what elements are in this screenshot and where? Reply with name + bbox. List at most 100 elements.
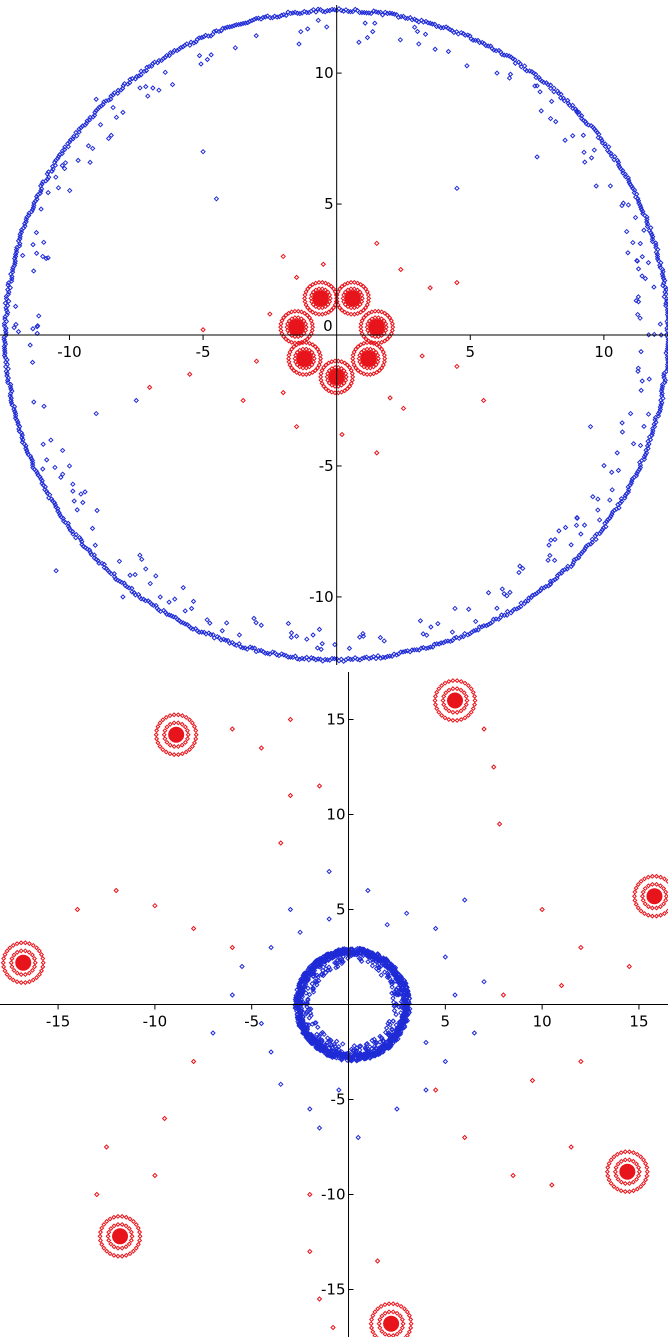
blue-ring-point [664,307,668,313]
red-cluster-ring-point [432,697,438,704]
blue-scatter-point [297,929,303,936]
blue-ring-point [533,74,539,81]
blue-ring-point [604,147,611,154]
blue-ring-inner-point [94,507,100,514]
red-cluster [278,308,316,346]
red-cluster-ring-point [133,1245,139,1251]
blue-ring-point [1,352,8,359]
red-cluster-ring-point [369,1325,375,1331]
blue-ring-point [436,641,442,647]
blue-ring-point [393,12,400,18]
red-scatter-point [387,395,393,401]
blue-ring-inner-point [357,1043,364,1049]
red-cluster-inner-point [32,960,38,966]
blue-ring-point [101,99,107,105]
blue-ring-point [608,153,615,159]
red-cluster-ring-point [104,1218,110,1224]
blue-ring-point [4,370,10,377]
blue-ring-inner-point [162,69,168,76]
blue-ring-inner-point [381,638,387,644]
red-cluster-ring-point [316,362,322,368]
blue-ring-inner-point [360,630,366,637]
red-cluster-inner-point [286,318,292,324]
red-cluster-ring-point [40,964,46,970]
blue-ring-inner-point [578,531,584,537]
y-tick-label: 15 [326,711,345,729]
red-cluster-inner-point [179,721,185,727]
red-cluster-inner-point [329,382,335,388]
red-scatter-point [316,1296,323,1302]
red-cluster-ring-point [287,349,293,355]
red-cluster-ring-point [382,338,388,344]
blue-ring-point [554,88,561,94]
red-cluster-ring-point [7,945,13,951]
red-cluster-ring-point [323,311,329,317]
blue-ring-point [400,649,406,655]
red-cluster-ring-point [363,286,369,292]
blue-ring-inner-point [11,324,17,331]
blue-ring-point [53,157,59,164]
blue-ring-inner-point [320,967,326,974]
blue-ring-inner-point [507,71,514,77]
red-cluster-ring-point [654,873,660,879]
blue-ring-point [67,527,74,533]
red-cluster-inner-point [359,295,365,301]
blue-ring-inner-point [296,41,302,47]
red-cluster-ring-point [304,336,310,342]
blue-ring-inner-point [137,552,143,558]
blue-ring-point [570,105,576,112]
red-cluster-inner-point [379,316,385,322]
red-cluster-ring-point [286,352,292,358]
red-cluster-core [112,1228,129,1245]
blue-ring-point [532,71,539,77]
red-cluster-ring-point [123,1214,129,1220]
blue-ring-inner-point [113,114,120,121]
red-cluster-ring-point [641,1180,647,1186]
red-cluster-ring-point [472,702,478,708]
blue-ring-point [483,622,490,629]
blue-ring-point [391,11,398,17]
red-cluster-inner-point [636,1165,642,1171]
blue-ring-point [70,133,77,140]
red-cluster-ring-point [372,308,378,314]
blue-ring-inner-point [551,557,558,564]
blue-ring-point [24,447,30,454]
red-scatter-point [287,716,294,723]
red-cluster-ring-point [331,305,337,311]
blue-ring-inner-point [545,557,551,563]
blue-ring-point [550,578,556,584]
red-cluster-ring-point [307,334,313,340]
red-cluster-inner-point [399,1317,405,1323]
blue-ring-inner-point [52,464,58,471]
red-cluster-ring-point [104,1248,110,1254]
red-cluster-ring-point [137,1229,143,1235]
blue-ring-point [485,621,492,628]
red-cluster-ring-point [408,1321,414,1327]
blue-ring-point [556,571,562,577]
blue-ring-point [640,211,646,217]
blue-ring-inner-point [573,522,580,529]
red-cluster-ring-point [0,960,6,966]
blue-scatter-point [641,227,647,233]
blue-ring-point [34,470,41,476]
blue-scatter-point [481,978,487,985]
blue-ring-inner-point [340,953,346,960]
blue-ring-inner-point [645,411,652,417]
blue-ring-inner-point [329,1042,335,1048]
blue-ring-inner-point [338,956,345,963]
red-cluster-ring-point [604,1169,610,1175]
red-cluster-ring-point [319,279,325,285]
blue-ring-inner-point [494,605,500,611]
red-cluster-inner-point [375,334,381,340]
red-cluster-ring-point [434,689,440,695]
red-cluster-ring-point [436,686,442,692]
red-cluster-ring-point [384,312,390,318]
x-tick-label: -10 [57,343,82,361]
blue-ring-inner-point [288,634,295,640]
blue-ring-point [654,256,661,262]
red-cluster-ring-point [321,383,327,389]
blue-ring-inner-point [635,299,642,305]
red-cluster [631,873,668,919]
red-cluster-ring-point [465,683,471,689]
red-cluster-ring-point [119,1253,125,1259]
